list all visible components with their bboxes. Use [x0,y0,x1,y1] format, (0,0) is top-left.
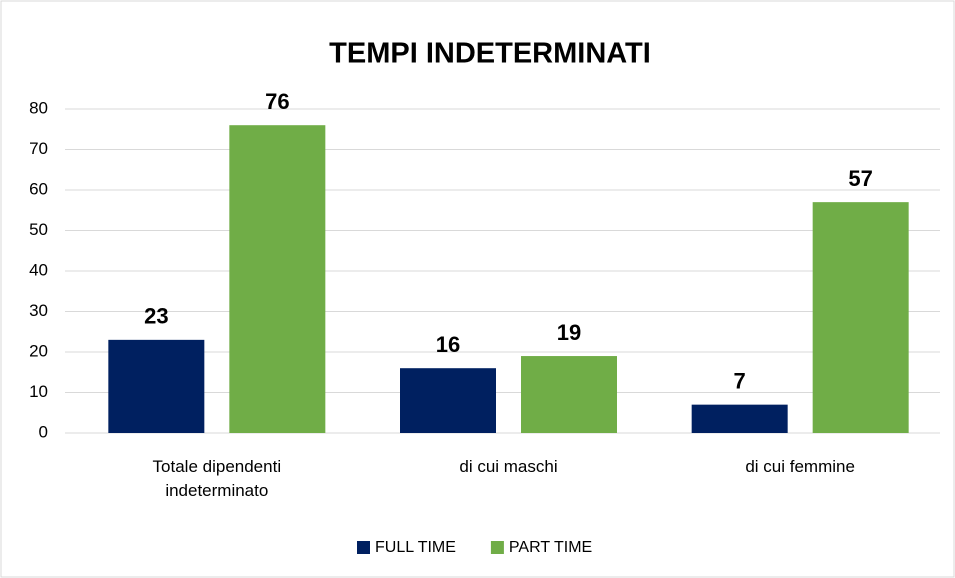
bar [400,368,496,433]
y-tick-label: 70 [29,139,48,158]
x-tick-label: Totale dipendenti indeterminato [152,457,282,500]
y-tick-label: 80 [29,98,48,117]
data-label: 7 [734,368,746,393]
bar [108,339,205,433]
data-label: 19 [557,320,581,345]
x-tick-label: di cui maschi [459,457,558,476]
chart-title: TEMPI INDETERMINATI [329,38,651,70]
y-tick-label: 0 [39,422,48,441]
legend-label: PART TIME [509,539,592,556]
bar [691,404,788,433]
y-tick-label: 60 [29,179,48,198]
data-label: 57 [848,166,872,191]
y-tick-label: 50 [29,220,48,239]
data-label: 76 [265,89,289,114]
data-label: 16 [436,332,460,357]
x-tick-label: di cui femmine [745,457,855,476]
bar [521,356,617,433]
y-tick-label: 20 [29,341,48,360]
legend-label: FULL TIME [375,539,456,556]
legend-swatch [490,541,504,554]
legend-swatch [357,541,370,554]
y-tick-label: 40 [29,260,48,279]
bar [812,202,909,433]
bar [229,125,326,433]
data-label: 23 [144,304,168,329]
y-tick-label: 10 [29,382,48,401]
y-tick-label: 30 [29,301,48,320]
